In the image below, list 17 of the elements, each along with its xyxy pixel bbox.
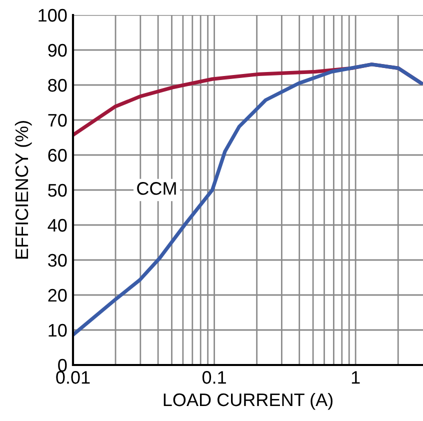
x-tick-label: 0.01 bbox=[56, 371, 90, 384]
y-tick-label: 90 bbox=[48, 44, 67, 57]
x-tick-label: 0.1 bbox=[202, 371, 226, 384]
y-tick-label: 80 bbox=[48, 78, 67, 92]
x-axis-title: LOAD CURRENT (A) bbox=[164, 392, 332, 410]
y-tick-label: 50 bbox=[48, 184, 67, 197]
y-tick-label: 40 bbox=[48, 218, 67, 232]
y-tick-label: 0 bbox=[58, 358, 67, 372]
series-label: CCM bbox=[137, 182, 176, 195]
x-tick-label: 1 bbox=[352, 371, 360, 384]
y-tick-label: 100 bbox=[38, 8, 67, 22]
y-axis-title: EFFICIENCY (%) bbox=[14, 121, 32, 259]
y-tick-label: 10 bbox=[48, 324, 67, 337]
y-tick-label: 30 bbox=[48, 254, 67, 267]
y-tick-label: 60 bbox=[48, 148, 67, 162]
y-tick-label: 20 bbox=[48, 288, 67, 302]
y-tick-label: 70 bbox=[48, 114, 67, 127]
